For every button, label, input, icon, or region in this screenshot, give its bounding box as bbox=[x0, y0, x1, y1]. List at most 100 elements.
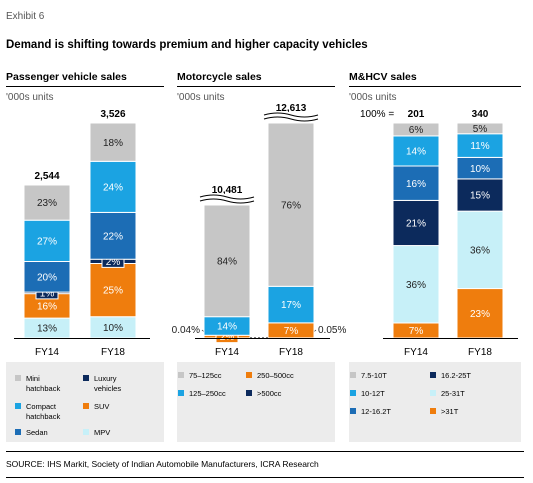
data-label: 2% bbox=[220, 332, 235, 343]
legend-label: 25-31T bbox=[441, 389, 465, 398]
axis-break-wave bbox=[263, 112, 319, 118]
bar-segment bbox=[456, 288, 504, 339]
legend-label: >500cc bbox=[257, 389, 282, 398]
legend-label: MPV bbox=[94, 428, 111, 437]
legend-label: Mini hatchback bbox=[26, 374, 61, 393]
panel-title-mhcv: M&HCV sales bbox=[349, 71, 521, 87]
panel-title-passenger: Passenger vehicle sales bbox=[6, 71, 164, 87]
legend-label: >31T bbox=[441, 407, 459, 416]
bar-segment bbox=[23, 261, 71, 293]
data-label: 25% bbox=[103, 286, 123, 297]
exhibit-label: Exhibit 6 bbox=[6, 11, 45, 22]
data-label: 14% bbox=[217, 322, 237, 333]
data-label: 36% bbox=[470, 245, 490, 256]
legend-swatch bbox=[83, 403, 89, 409]
legend-label: Compact hatchback bbox=[26, 402, 61, 421]
legend-swatch bbox=[15, 375, 21, 381]
data-label: 23% bbox=[470, 309, 490, 320]
legend-label: 16.2-25T bbox=[441, 371, 472, 380]
data-label: 1% bbox=[40, 288, 55, 299]
axis-break-wave bbox=[199, 198, 255, 204]
data-label: 15% bbox=[470, 191, 490, 202]
legend-label: 7.5-10T bbox=[361, 371, 387, 380]
data-label: 17% bbox=[281, 300, 301, 311]
panel-units-mhcv: '000s units bbox=[349, 92, 397, 103]
data-label: 20% bbox=[37, 272, 57, 283]
data-label: 10% bbox=[103, 323, 123, 334]
category-label: FY14 bbox=[35, 347, 59, 358]
axis-break-gap bbox=[201, 194, 253, 203]
data-label: 27% bbox=[37, 236, 57, 247]
bar-segment bbox=[23, 184, 71, 221]
panel-units-passenger: '000s units bbox=[6, 92, 54, 103]
bar-segment bbox=[89, 263, 137, 318]
legend-label: 250–500cc bbox=[257, 371, 294, 380]
category-label: FY18 bbox=[279, 347, 303, 358]
legend-swatch bbox=[430, 372, 436, 378]
data-label: 7% bbox=[284, 326, 299, 337]
source-note: SOURCE: IHS Markit, Society of Indian Au… bbox=[6, 459, 319, 469]
bar-segment bbox=[267, 285, 315, 324]
source-divider-top bbox=[6, 451, 524, 452]
bar-segment bbox=[392, 245, 440, 324]
category-label: FY18 bbox=[101, 347, 125, 358]
legend-passenger: Mini hatchback Luxury vehicles Compact hatchb… bbox=[6, 362, 164, 442]
legend-swatch bbox=[83, 429, 89, 435]
legend-mhcv: 7.5-10T 16.2-25T 10-12T 25-31T 12-16.2T >31T bbox=[349, 362, 521, 442]
category-label: FY14 bbox=[215, 347, 239, 358]
legend-swatch bbox=[83, 375, 89, 381]
category-label: FY18 bbox=[468, 347, 492, 358]
bar-segment bbox=[89, 122, 137, 162]
legend-label: 12-16.2T bbox=[361, 407, 392, 416]
data-label: 2% bbox=[106, 257, 121, 268]
data-label: 10% bbox=[470, 164, 490, 175]
legend-label: SUV bbox=[94, 402, 110, 411]
bar-total: 340 bbox=[472, 109, 489, 120]
legend-label: 10-12T bbox=[361, 389, 385, 398]
bar-segment bbox=[456, 122, 504, 135]
total-prefix: 100% = bbox=[360, 109, 394, 120]
bar-segment bbox=[456, 210, 504, 290]
legend-label: Luxury vehicles bbox=[94, 374, 122, 393]
legend-motorcycle: 75–125cc 250–500cc 125–250cc >500cc bbox=[177, 362, 335, 442]
source-divider-bottom bbox=[6, 477, 524, 478]
bar-total: 201 bbox=[408, 109, 425, 120]
data-label: 16% bbox=[37, 301, 57, 312]
bar-segment bbox=[392, 122, 440, 137]
legend-swatch bbox=[430, 390, 436, 396]
legend-swatch bbox=[246, 390, 252, 396]
axis-break-wave bbox=[199, 194, 255, 200]
panel-units-motorcycle: '000s units bbox=[177, 92, 225, 103]
data-label: 21% bbox=[406, 219, 426, 230]
legend-label: 75–125cc bbox=[189, 371, 222, 380]
legend-swatch bbox=[430, 408, 436, 414]
bar-total: 3,526 bbox=[100, 109, 125, 120]
legend-swatch bbox=[178, 372, 184, 378]
data-label: 76% bbox=[281, 200, 301, 211]
data-label: 84% bbox=[217, 256, 237, 267]
legend-swatch bbox=[15, 429, 21, 435]
axis-break-gap bbox=[265, 112, 317, 121]
data-label: 13% bbox=[37, 324, 57, 335]
data-label: 11% bbox=[470, 141, 489, 152]
legend-swatch bbox=[350, 372, 356, 378]
axis-break-wave bbox=[263, 116, 319, 122]
data-label: 0.05% bbox=[318, 325, 346, 336]
legend-swatch bbox=[15, 403, 21, 409]
panel-title-motorcycle: Motorcycle sales bbox=[177, 71, 335, 87]
legend-swatch bbox=[178, 390, 184, 396]
exhibit-title: Demand is shifting towards premium and h… bbox=[6, 39, 368, 51]
data-label: 14% bbox=[406, 147, 426, 158]
data-label: 23% bbox=[37, 198, 57, 209]
bar-segment bbox=[267, 122, 315, 287]
bar-segment bbox=[203, 204, 251, 318]
bar-total: 2,544 bbox=[34, 171, 59, 182]
data-label: 7% bbox=[409, 326, 424, 337]
data-label: 18% bbox=[103, 138, 123, 149]
data-label: 6% bbox=[409, 125, 424, 136]
data-label: 0.04% bbox=[172, 325, 200, 336]
charts-canvas: 13% 16% 1% 20% 27% 23% 2,544 FY14 10% 25% 2% 22% 24%… bbox=[14, 103, 518, 358]
bar-segment bbox=[23, 219, 71, 263]
category-label: FY14 bbox=[404, 347, 428, 358]
data-label: 5% bbox=[473, 124, 488, 135]
